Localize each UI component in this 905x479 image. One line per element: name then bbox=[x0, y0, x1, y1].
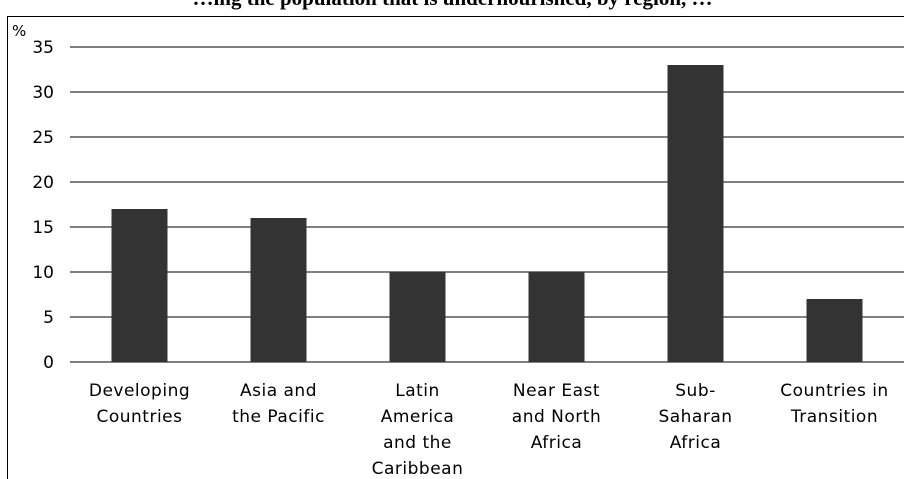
y-tick-label: 25 bbox=[32, 128, 54, 148]
x-category-label: Developing Countries bbox=[89, 381, 190, 427]
y-tick-label: 0 bbox=[43, 353, 54, 373]
x-category-label: Latin America and the Caribbean bbox=[372, 381, 464, 479]
y-tick-label: 10 bbox=[32, 263, 54, 283]
y-tick-label: 20 bbox=[32, 173, 54, 193]
bar bbox=[528, 272, 585, 362]
bar bbox=[111, 209, 168, 362]
bar bbox=[667, 65, 724, 362]
bar bbox=[250, 218, 307, 362]
y-tick-label: 15 bbox=[32, 218, 54, 238]
x-category-label: Countries in Transition bbox=[780, 381, 888, 427]
x-category-label: Near East and North Africa bbox=[512, 381, 601, 453]
bars bbox=[111, 65, 863, 362]
y-tick-label: 30 bbox=[32, 83, 54, 103]
bar bbox=[806, 299, 863, 362]
x-axis-labels: Developing Countries Asia and the Pacific La… bbox=[89, 381, 888, 479]
x-category-label: Asia and the Pacific bbox=[232, 381, 325, 427]
y-axis-ticks: 0 5 10 15 20 25 30 35 bbox=[32, 38, 54, 373]
y-tick-label: 35 bbox=[32, 38, 54, 58]
x-category-label: Sub-Saharan Africa bbox=[658, 381, 732, 453]
y-tick-label: 5 bbox=[43, 308, 54, 328]
y-axis-unit-label: % bbox=[12, 22, 26, 40]
gridlines bbox=[70, 46, 904, 363]
bar bbox=[389, 272, 446, 362]
chart-title: …ing the population that is undernourish… bbox=[0, 0, 905, 10]
chart-frame bbox=[7, 16, 904, 479]
